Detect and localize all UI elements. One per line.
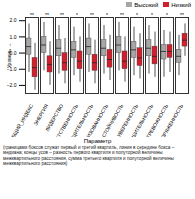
svg-text:ЛИДЕРСТВО: ЛИДЕРСТВО bbox=[43, 102, 65, 133]
svg-text:ОБЩИЙ_ИНДЕКС: ОБЩИЙ_ИНДЕКС bbox=[7, 102, 34, 137]
svg-text:**: ** bbox=[90, 12, 94, 18]
svg-text:**: ** bbox=[45, 12, 49, 18]
svg-text:Уровень →: Уровень → bbox=[6, 43, 12, 69]
html-text:Высокий: Высокий bbox=[134, 1, 159, 8]
svg-text:*: * bbox=[106, 12, 108, 18]
svg-text:1.0: 1.0 bbox=[10, 34, 17, 40]
svg-text:**: ** bbox=[120, 12, 124, 18]
svg-text:*: * bbox=[136, 12, 138, 18]
html-text:Параметр: Параметр bbox=[83, 138, 112, 144]
svg-text:2.0: 2.0 bbox=[10, 17, 17, 23]
svg-text:**: ** bbox=[30, 12, 34, 18]
svg-text:*: * bbox=[151, 12, 153, 18]
svg-text:−2.0: −2.0 bbox=[7, 82, 17, 88]
svg-text:**: ** bbox=[60, 12, 64, 18]
html-text:Низкий: Низкий bbox=[171, 1, 191, 8]
html-text:(границами боксов служат первы: (границами боксов служат первый и третий… bbox=[3, 145, 175, 167]
svg-text:0.0: 0.0 bbox=[9, 49, 17, 56]
svg-text:*: * bbox=[76, 12, 78, 18]
svg-text:ЭНЕРГИЯ: ЭНЕРГИЯ bbox=[32, 102, 50, 127]
svg-text:**: ** bbox=[180, 12, 184, 18]
svg-text:НАПРЯЖЕННОСТЬ: НАПРЯЖЕННОСТЬ bbox=[156, 102, 185, 137]
svg-text:*: * bbox=[166, 12, 168, 18]
